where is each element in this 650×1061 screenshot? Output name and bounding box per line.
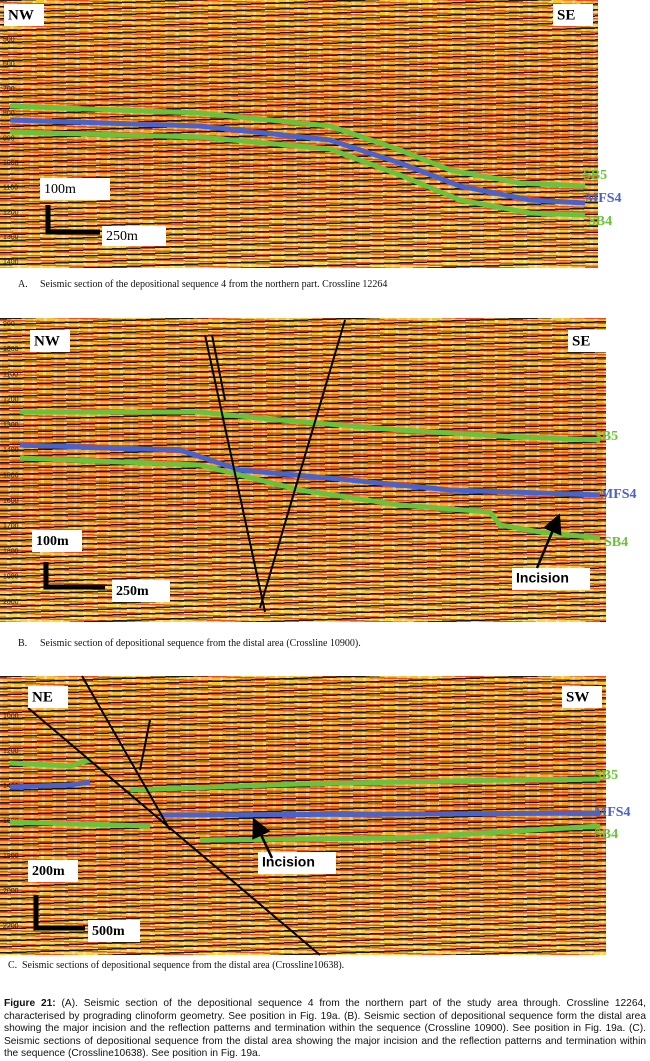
- depth-tick-label: 800: [3, 111, 15, 118]
- scale-label: 250m: [106, 229, 138, 244]
- scale-bar: [43, 562, 105, 590]
- label-box: [562, 686, 602, 708]
- depth-tick-label: 1800: [3, 548, 19, 555]
- scale-bar: [33, 895, 85, 931]
- depth-tick-label: 700: [3, 86, 15, 93]
- label-box: [553, 4, 593, 26]
- direction-label: NW: [8, 7, 34, 23]
- label-box: [512, 568, 590, 590]
- horizon-line: [20, 409, 601, 443]
- horizon-label: SB5: [583, 168, 607, 183]
- horizon-label: MFS4: [594, 805, 631, 820]
- panel-caption: C. Seismic sections of depositional seque…: [8, 960, 344, 971]
- horizon-line: [9, 819, 151, 829]
- fault-line: [81, 675, 171, 831]
- depth-tick-label: 1000: [3, 713, 19, 720]
- horizon-line: [9, 757, 91, 769]
- depth-tick-label: 1400: [3, 259, 19, 266]
- fault-line: [211, 334, 226, 401]
- annotation-arrow: [535, 513, 562, 569]
- scale-bar: [45, 205, 100, 235]
- depth-tick-label: 2200: [3, 923, 19, 930]
- depth-tick-label: 2000: [3, 888, 19, 895]
- depth-tick-label: 2000: [3, 599, 19, 606]
- label-box: [40, 178, 110, 200]
- depth-tick-label: 1800: [3, 853, 19, 860]
- horizon-label: SB5: [594, 429, 618, 444]
- depth-tick-label: 1300: [3, 234, 19, 241]
- horizon-line: [129, 776, 601, 793]
- depth-tick-label: 900: [3, 321, 15, 328]
- fault-line: [139, 719, 151, 771]
- label-box: [258, 852, 336, 874]
- depth-tick-label: 1200: [3, 209, 19, 216]
- caption-label: B.: [18, 638, 28, 649]
- depth-tick-label: 1500: [3, 472, 19, 479]
- direction-label: NW: [34, 333, 60, 349]
- depth-tick-label: 1200: [3, 748, 19, 755]
- horizon-line: [19, 455, 601, 541]
- depth-tick-label: 1000: [3, 346, 19, 353]
- depth-tick-label: 1700: [3, 523, 19, 530]
- horizon-label: SB5: [594, 768, 618, 783]
- label-box: [568, 330, 608, 352]
- annotation: Incision: [262, 854, 315, 870]
- horizon-label: SB4: [594, 827, 618, 842]
- horizon-line: [19, 442, 601, 498]
- caption-label: A.: [18, 279, 28, 290]
- label-box: [112, 580, 170, 602]
- label-box: [4, 4, 44, 26]
- depth-tick-label: 1300: [3, 422, 19, 429]
- horizon-label: MFS4: [600, 487, 637, 502]
- caption-label: C.: [8, 960, 18, 971]
- direction-label: NE: [32, 689, 53, 705]
- figure-label: Figure 21:: [4, 998, 56, 1009]
- fault-line: [27, 707, 321, 956]
- label-box: [32, 530, 82, 552]
- depth-tick-label: 1600: [3, 498, 19, 505]
- annotation-arrow: [252, 817, 274, 859]
- horizon-label: SB4: [604, 535, 628, 550]
- label-box: [88, 920, 140, 942]
- horizon-line: [9, 129, 586, 218]
- scale-label: 250m: [116, 584, 149, 599]
- depth-tick-label: 1100: [3, 371, 18, 378]
- depth-tick-label: 500: [3, 37, 15, 44]
- depth-tick-label: 1900: [3, 574, 19, 581]
- direction-label: SE: [557, 7, 575, 23]
- label-box: [30, 330, 70, 352]
- panel-caption: A. Seismic section of the depositional se…: [18, 279, 387, 290]
- caption-text: Seismic section of depositional sequence…: [40, 638, 361, 649]
- depth-tick-label: 600: [3, 61, 15, 68]
- horizon-label: SB4: [588, 214, 612, 229]
- scale-label: 100m: [44, 182, 76, 197]
- horizon-label: MFS4: [585, 191, 622, 206]
- label-box: [28, 686, 68, 708]
- scale-label: 500m: [92, 924, 125, 939]
- seismic-image: [0, 318, 606, 622]
- horizon-line: [9, 117, 586, 206]
- scale-label: 100m: [36, 534, 69, 549]
- direction-label: SE: [572, 333, 590, 349]
- caption-text: Seismic sections of depositional sequenc…: [22, 960, 345, 971]
- direction-label: SW: [566, 689, 589, 705]
- panel-caption: B. Seismic section of depositional sequen…: [18, 638, 361, 649]
- fault-line: [204, 334, 266, 613]
- caption-text: Seismic section of the depositional sequ…: [40, 279, 388, 290]
- annotation: Incision: [516, 570, 569, 586]
- depth-tick-label: 1400: [3, 447, 19, 454]
- scale-label: 200m: [32, 864, 65, 879]
- depth-tick-label: 1100: [3, 185, 18, 192]
- horizon-line: [159, 810, 601, 818]
- depth-tick-label: 1000: [3, 160, 19, 167]
- fault-line: [259, 319, 346, 609]
- horizon-line: [9, 103, 586, 189]
- label-box: [28, 860, 78, 882]
- depth-tick-label: 1200: [3, 397, 19, 404]
- depth-tick-label: 900: [3, 135, 15, 142]
- horizon-line: [9, 779, 91, 790]
- label-box: [102, 226, 166, 246]
